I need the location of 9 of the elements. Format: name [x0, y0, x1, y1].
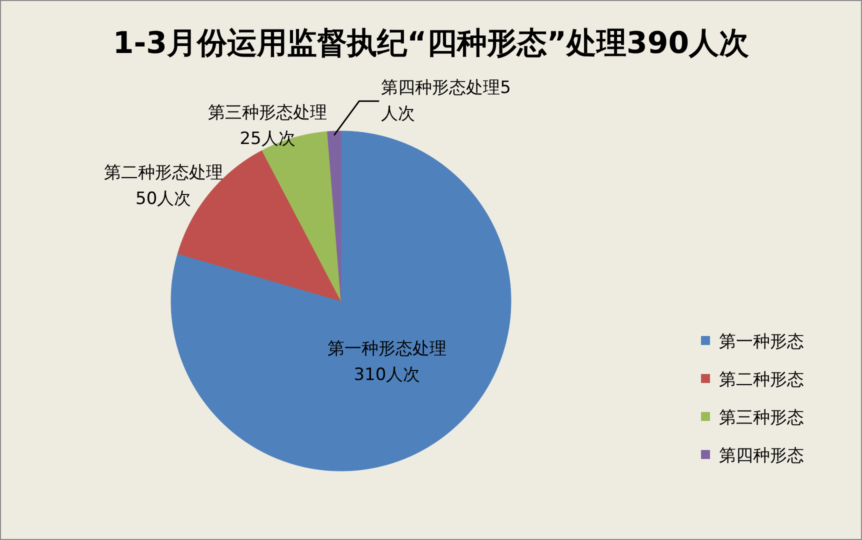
legend-label: 第三种形态	[719, 408, 804, 428]
legend-label: 第四种形态	[719, 446, 804, 466]
data-label: 第二种形态处理50人次	[102, 162, 224, 211]
chart-title: 1-3月份运用监督执纪“四种形态”处理390人次	[112, 25, 750, 63]
legend-label: 第一种形态	[719, 332, 804, 352]
data-label: 第四种形态处理5人次	[381, 77, 512, 126]
legend-label: 第二种形态	[719, 370, 804, 390]
data-label: 第三种形态处理25人次	[207, 102, 328, 152]
data-label: 第一种形态处理310人次	[326, 338, 448, 388]
